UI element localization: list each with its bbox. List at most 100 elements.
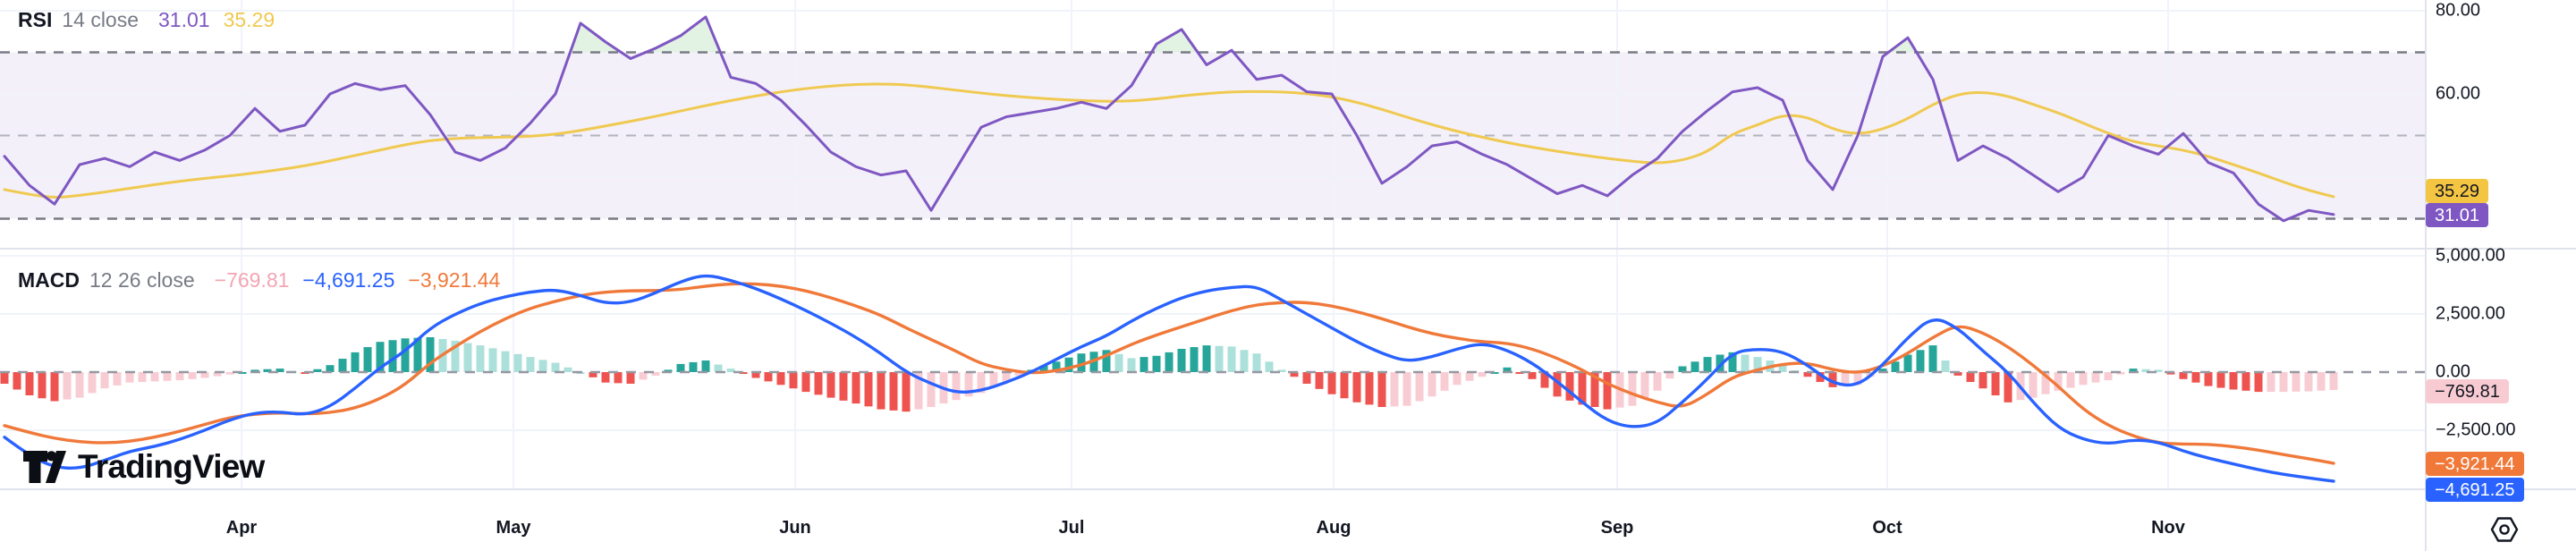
macd-histogram-bar bbox=[689, 361, 698, 372]
settings-button[interactable] bbox=[2490, 515, 2519, 544]
price-axis[interactable]: 80.00 60.00 5,000.00 2,500.00 0.00 −2,500.00 bbox=[2426, 0, 2576, 551]
macd-histogram-bar bbox=[1002, 372, 1011, 382]
macd-histogram-bar bbox=[1828, 372, 1837, 387]
month-label-oct: Oct bbox=[1872, 518, 1902, 538]
macd-histogram-bar bbox=[501, 351, 510, 372]
macd-histogram-bar bbox=[250, 369, 259, 372]
macd-histogram-bar bbox=[526, 357, 535, 372]
macd-histogram-bar bbox=[889, 372, 898, 411]
macd-axis-label: 0.00 bbox=[2436, 361, 2470, 382]
macd-histogram-bar bbox=[2154, 369, 2163, 372]
macd-histogram-bar bbox=[1014, 372, 1023, 376]
macd-histogram-bar bbox=[1966, 372, 1975, 383]
rsi-ma-value-badge: 35.29 bbox=[2426, 179, 2489, 203]
macd-hist-current-value: −769.81 bbox=[214, 268, 290, 292]
macd-histogram-bar bbox=[2317, 372, 2326, 391]
macd-histogram-bar bbox=[1703, 357, 1712, 372]
macd-signal-line bbox=[3, 282, 2335, 465]
macd-histogram-bar bbox=[351, 352, 360, 372]
tradingview-logo[interactable]: TradingView bbox=[23, 448, 265, 486]
macd-histogram-bar bbox=[75, 372, 84, 398]
macd-histogram-bar bbox=[1503, 367, 1512, 372]
macd-histogram-bar bbox=[751, 372, 760, 378]
macd-histogram-bar bbox=[1402, 372, 1411, 406]
macd-histogram-bar bbox=[826, 372, 835, 398]
macd-histogram-bar bbox=[2029, 372, 2038, 398]
macd-histogram-bar bbox=[952, 372, 961, 401]
macd-histogram-bar bbox=[639, 372, 648, 380]
macd-histogram-bar bbox=[363, 347, 372, 372]
macd-axis-label: 5,000.00 bbox=[2436, 245, 2505, 266]
macd-histogram-bar bbox=[1916, 350, 1925, 372]
rsi-pane-title: RSI 14 close 31.01 35.29 bbox=[18, 8, 288, 32]
macd-histogram-bar bbox=[977, 372, 986, 394]
macd-line-current-value: −4,691.25 bbox=[302, 268, 395, 292]
macd-histogram-bar bbox=[902, 372, 911, 412]
macd-histogram-bar bbox=[326, 365, 335, 372]
macd-histogram-bar bbox=[2254, 372, 2263, 393]
macd-histogram-bar bbox=[1165, 352, 1174, 372]
macd-histogram-bar bbox=[225, 372, 234, 375]
macd-histogram-bar bbox=[50, 372, 59, 402]
macd-histogram-bar bbox=[476, 345, 485, 372]
macd-histogram-bar bbox=[864, 372, 873, 407]
macd-histogram-bar bbox=[914, 372, 923, 410]
macd-histogram-bar bbox=[2204, 372, 2213, 386]
rsi-indicator-name: RSI bbox=[18, 8, 53, 31]
macd-histogram-bar bbox=[1064, 357, 1073, 372]
macd-histogram-bar bbox=[1540, 372, 1549, 388]
rsi-axis-label: 60.00 bbox=[2436, 83, 2481, 104]
macd-histogram-bar bbox=[1102, 350, 1111, 372]
macd-histogram-bar bbox=[626, 372, 635, 384]
macd-histogram-bar bbox=[463, 343, 472, 372]
macd-histogram-bar bbox=[1891, 361, 1900, 372]
macd-histogram-bar bbox=[839, 372, 848, 401]
month-label-jul: Jul bbox=[1058, 518, 1085, 538]
macd-histogram-bar bbox=[1152, 355, 1161, 372]
macd-histogram-bar bbox=[1039, 365, 1048, 372]
macd-histogram-bar bbox=[1190, 347, 1199, 372]
macd-histogram-bar bbox=[1315, 372, 1324, 389]
macd-histogram-bar bbox=[2041, 372, 2050, 394]
macd-histogram-bar bbox=[2054, 372, 2063, 391]
macd-histogram-bar bbox=[2104, 372, 2113, 381]
time-axis[interactable]: Apr May Jun Jul Aug Sep Oct Nov bbox=[0, 490, 2426, 551]
macd-histogram-bar bbox=[1365, 372, 1374, 405]
macd-indicator-params: 12 26 close bbox=[89, 268, 195, 292]
macd-histogram-bar bbox=[2166, 372, 2175, 375]
macd-histogram-bar bbox=[1077, 353, 1086, 372]
macd-histogram-bar bbox=[726, 369, 735, 372]
macd-histogram-bar bbox=[2241, 372, 2250, 391]
rsi-indicator-params: 14 close bbox=[62, 8, 140, 31]
macd-signal-current-value: −3,921.44 bbox=[408, 268, 501, 292]
macd-histogram-bar bbox=[175, 372, 184, 381]
macd-histogram-bar bbox=[25, 372, 34, 395]
macd-histogram-bar bbox=[1327, 372, 1336, 394]
macd-axis-label: −2,500.00 bbox=[2436, 420, 2516, 440]
macd-histogram-bar bbox=[1841, 372, 1850, 386]
rsi-line bbox=[3, 15, 2335, 223]
macd-histogram-bar bbox=[1878, 369, 1887, 372]
macd-histogram-bar bbox=[13, 372, 21, 390]
macd-histogram-bar bbox=[1603, 372, 1612, 410]
macd-histogram-bar bbox=[2292, 372, 2301, 392]
macd-histogram-bar bbox=[1453, 372, 1462, 386]
macd-histogram-bar bbox=[1515, 372, 1524, 374]
macd-histogram-bar bbox=[1778, 363, 1787, 372]
macd-histogram-bar bbox=[150, 372, 159, 382]
macd-histogram-bar bbox=[701, 360, 710, 372]
macd-histogram-bar bbox=[1578, 372, 1587, 405]
macd-histogram-bar bbox=[338, 359, 347, 372]
macd-histogram-bar bbox=[1215, 345, 1224, 372]
macd-histogram-bar bbox=[0, 372, 9, 384]
macd-histogram-bar bbox=[1816, 372, 1825, 383]
macd-histogram-bar bbox=[1628, 372, 1637, 406]
macd-histogram-bar bbox=[764, 372, 773, 382]
macd-histogram-bar bbox=[601, 372, 610, 383]
month-label-may: May bbox=[496, 518, 531, 538]
macd-histogram-bar bbox=[676, 363, 685, 372]
macd-histogram-bar bbox=[2141, 369, 2150, 372]
macd-histogram-bar bbox=[551, 362, 560, 372]
